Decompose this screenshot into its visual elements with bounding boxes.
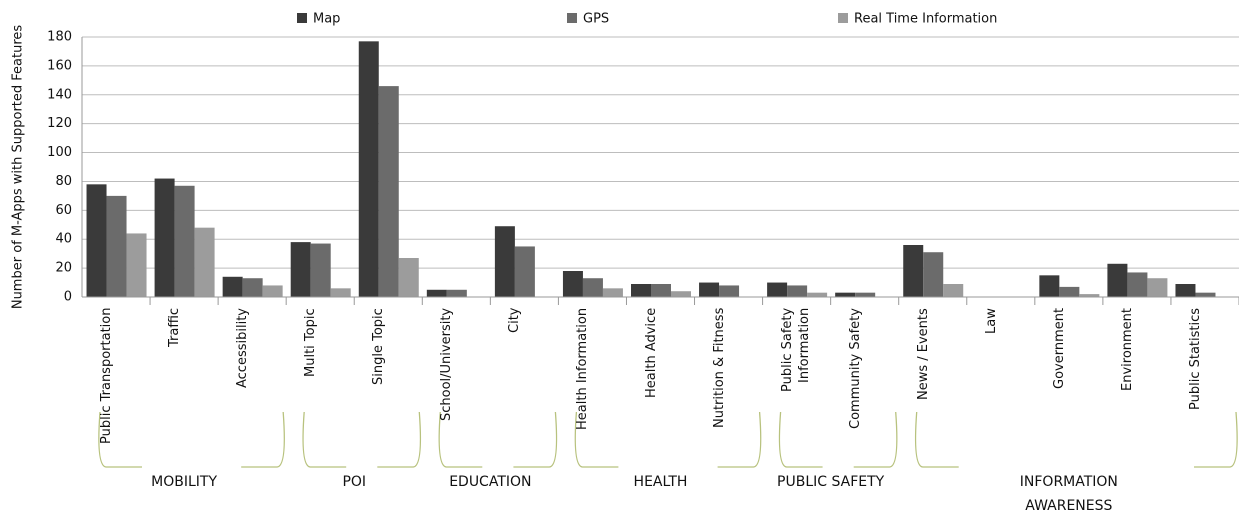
x-tick-label: Health Information: [575, 308, 591, 431]
bar: [719, 285, 740, 297]
y-axis-label: Number of M-Apps with Supported Features: [11, 25, 26, 310]
group-label: POI: [342, 474, 367, 490]
y-tick-label: 20: [55, 261, 72, 276]
bar: [699, 282, 720, 297]
bar: [426, 289, 447, 297]
x-tick-label: City: [507, 308, 523, 334]
bar: [126, 233, 147, 297]
bar: [582, 278, 603, 297]
group-bracket: [302, 411, 347, 468]
y-tick-label: 140: [47, 87, 72, 102]
bar: [807, 292, 828, 297]
group-bracket: [914, 411, 959, 468]
bar: [310, 243, 331, 297]
x-tick-label: Accessibility: [235, 308, 251, 388]
x-tick-label: Law: [983, 308, 999, 334]
x-tick-label: Single Topic: [371, 308, 387, 385]
legend-swatch: [297, 13, 307, 23]
bar: [1059, 286, 1080, 297]
legend-label: GPS: [583, 12, 609, 27]
x-tick-label: Environment: [1119, 308, 1135, 392]
group-label: MOBILITY: [151, 474, 218, 490]
x-tick-label: Community Safety: [847, 308, 863, 429]
y-tick-label: 60: [55, 203, 72, 218]
group-label: INFORMATION AWARENESS: [1019, 474, 1118, 514]
legend-label: Map: [313, 12, 340, 27]
bar: [1079, 294, 1100, 297]
bar: [1147, 278, 1168, 297]
group-label: EDUCATION: [449, 474, 532, 490]
bar: [106, 195, 127, 297]
y-tick-label: 180: [47, 30, 72, 45]
bar: [86, 184, 107, 297]
bar: [514, 246, 535, 297]
group-bracket: [853, 411, 898, 468]
x-tick-label: Public Statistics: [1187, 308, 1203, 411]
bar: [1127, 272, 1148, 297]
y-tick-label: 0: [64, 290, 72, 305]
y-tick-label: 80: [55, 174, 72, 189]
x-tick-label: Public Safety Information: [779, 308, 812, 393]
bar: [1195, 292, 1216, 297]
y-tick-label: 100: [47, 145, 72, 160]
bar: [767, 282, 788, 297]
bar: [290, 242, 311, 297]
x-tick-label: Traffic: [167, 308, 183, 348]
legend-label: Real Time Information: [854, 12, 997, 27]
bar: [562, 271, 583, 297]
group-bracket: [778, 411, 823, 468]
bar: [242, 278, 263, 297]
bar: [174, 185, 195, 297]
bar: [943, 284, 964, 297]
bar: [1175, 284, 1196, 297]
bar: [903, 245, 924, 297]
bar: [602, 288, 623, 297]
x-tick-label: Health Advice: [643, 308, 659, 399]
x-tick-label: Government: [1051, 308, 1067, 390]
group-bracket: [241, 411, 285, 468]
bar: [787, 285, 808, 297]
bar: [194, 227, 215, 297]
legend-swatch: [838, 13, 848, 23]
group-bracket: [98, 411, 142, 468]
y-tick-label: 160: [47, 58, 72, 73]
y-tick-label: 120: [47, 116, 72, 131]
bar: [855, 292, 876, 297]
group-label: HEALTH: [633, 474, 688, 490]
bar: [923, 252, 944, 297]
bar: [651, 284, 671, 297]
bar: [446, 289, 467, 297]
bar: [671, 291, 691, 297]
x-tick-label: Nutrition & Fitness: [711, 308, 727, 429]
bar: [262, 285, 283, 297]
group-bracket: [438, 411, 483, 468]
group-bracket: [377, 411, 422, 468]
bar: [222, 276, 243, 297]
group-bracket: [717, 411, 762, 468]
bar: [378, 86, 399, 297]
bar: [1107, 263, 1128, 297]
x-tick-label: School/University: [439, 308, 455, 422]
bar: [154, 178, 175, 297]
legend-swatch: [567, 13, 577, 23]
x-tick-label: Public Transportation: [99, 308, 115, 445]
group-bracket: [513, 411, 558, 468]
bar: [398, 258, 419, 297]
bar: [494, 226, 515, 297]
group-bracket: [1194, 411, 1238, 468]
group-bracket: [574, 411, 619, 468]
x-tick-label: News / Events: [915, 308, 931, 400]
bar: [330, 288, 351, 297]
x-tick-label: Multi Topic: [303, 308, 319, 377]
bar: [1039, 275, 1060, 297]
y-tick-label: 40: [55, 232, 72, 247]
bar: [358, 41, 379, 298]
bar: [631, 284, 651, 297]
group-label: PUBLIC SAFETY: [777, 474, 885, 490]
bar: [835, 292, 856, 297]
